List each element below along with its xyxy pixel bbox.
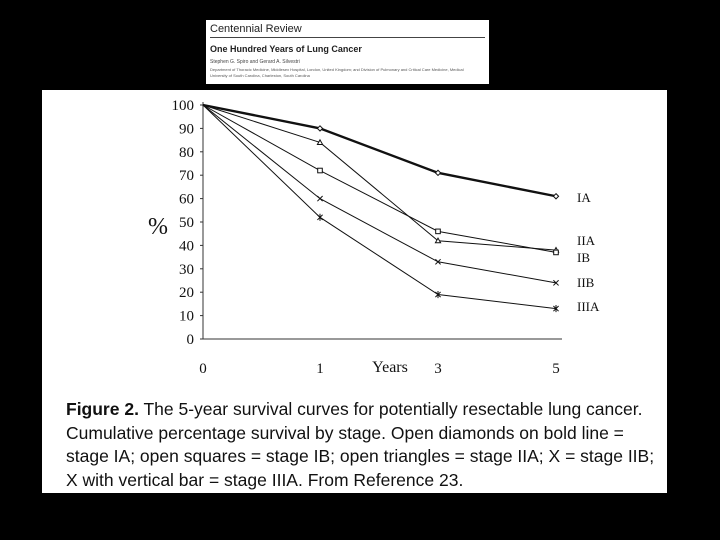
y-tick-label: 70 xyxy=(179,168,194,184)
series-line-ia xyxy=(202,103,557,198)
y-tick-label: 60 xyxy=(179,192,194,208)
data-point-diamond xyxy=(434,169,442,177)
article-affiliation: Department of Thoracic Medicine, Middles… xyxy=(210,67,464,78)
article-header: Centennial Review One Hundred Years of L… xyxy=(206,20,489,84)
series-label-iib: IIB xyxy=(577,275,595,290)
data-point-x xyxy=(317,195,323,202)
data-point-x-bar xyxy=(317,213,323,221)
caption-label: Figure 2. xyxy=(66,399,139,419)
data-point-square xyxy=(435,228,441,235)
y-tick-label: 90 xyxy=(179,121,194,137)
series-label-iiia: IIIA xyxy=(577,299,600,314)
y-tick-label: 0 xyxy=(187,332,195,348)
x-tick-label: 3 xyxy=(434,361,442,377)
data-point-triangle xyxy=(434,237,442,244)
series-line-iiia xyxy=(202,104,557,310)
series-line-ib xyxy=(202,104,557,253)
y-tick-label: 30 xyxy=(179,262,194,278)
data-point-x-bar xyxy=(435,290,441,299)
series-label-ia: IA xyxy=(577,190,591,205)
header-rule xyxy=(210,37,485,38)
data-point-x-bar xyxy=(553,304,559,313)
article-authors: Stephen G. Spiro and Gerard A. Silvestri xyxy=(210,59,300,65)
x-tick-label: 1 xyxy=(316,361,324,377)
series-line-iib xyxy=(202,104,557,284)
x-tick-label: 0 xyxy=(199,361,207,377)
data-point-x xyxy=(435,258,441,265)
data-point-square xyxy=(317,167,323,174)
data-point-x xyxy=(553,279,559,286)
y-axis-label: % xyxy=(148,214,168,240)
data-point-triangle xyxy=(316,138,324,146)
x-axis-label: Years xyxy=(372,359,408,376)
figure-panel: 100 90 80 70 60 50 40 30 20 10 0 0 1 3 5 Years% IA IIA IB I… xyxy=(42,90,667,493)
article-title: One Hundred Years of Lung Cancer xyxy=(210,44,362,54)
y-tick-label: 20 xyxy=(179,285,194,301)
x-tick-label: 5 xyxy=(552,361,560,377)
y-tick-label: 10 xyxy=(179,309,194,325)
figure-caption: Figure 2. The 5-year survival curves for… xyxy=(66,398,658,492)
data-point-diamond xyxy=(552,192,560,200)
data-point-square xyxy=(553,249,559,256)
series-line-iia xyxy=(202,104,557,251)
y-tick-label: 80 xyxy=(179,145,194,161)
series-label-iia: IIA xyxy=(577,233,596,248)
data-point-diamond xyxy=(316,125,324,132)
series-label-ib: IB xyxy=(577,250,590,265)
y-tick-label: 50 xyxy=(179,215,194,231)
caption-text: The 5-year survival curves for potential… xyxy=(66,399,655,490)
journal-name: Centennial Review xyxy=(210,23,302,35)
y-tick-label: 100 xyxy=(172,98,195,114)
y-tick-label: 40 xyxy=(179,238,194,254)
